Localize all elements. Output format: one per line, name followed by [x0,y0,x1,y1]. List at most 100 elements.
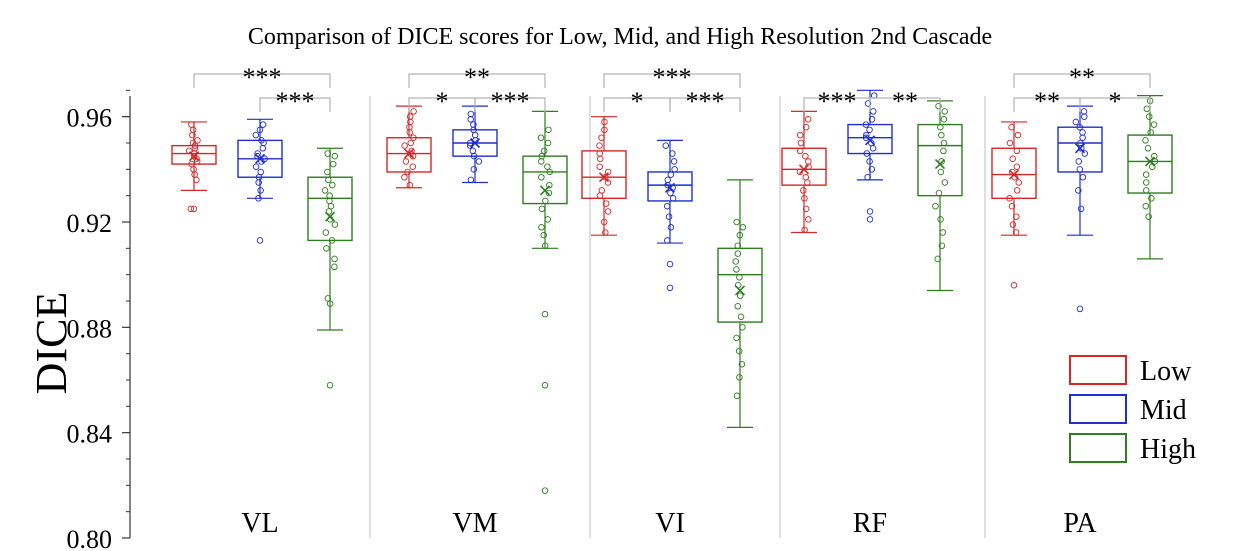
data-point [470,166,478,173]
category-label-pa: PA [1063,508,1097,539]
data-point [802,123,810,131]
data-point [1006,139,1014,147]
box-vm-high [522,110,568,494]
data-point [737,313,745,321]
data-point [401,173,408,181]
data-point [467,110,475,118]
significance-bracket-mid-high-label: *** [276,87,315,116]
data-point [331,152,339,160]
legend-label-low: Low [1140,356,1192,387]
legend-label-high: High [1140,434,1196,465]
significance-bracket-mid-high-label: * [1109,87,1122,116]
data-point [1076,123,1083,131]
data-point [1009,221,1017,228]
box-vl-mid [237,118,283,244]
data-point [604,208,612,215]
data-point [868,116,876,123]
data-point [406,113,414,120]
outlier-point [866,216,874,223]
data-point [1143,187,1150,194]
data-point [1080,108,1088,115]
data-point [796,131,804,139]
data-point [258,137,265,144]
data-point [538,158,545,165]
box-vi-high [717,179,763,428]
significance-bracket-mid-high [474,97,546,112]
data-point [252,131,260,139]
mean-marker [1008,169,1020,180]
data-point [402,158,410,165]
data-point [670,158,678,165]
data-point [252,163,260,170]
data-point [667,171,675,178]
data-point [194,137,201,144]
data-point [733,334,740,342]
data-point [538,173,545,181]
data-point [734,303,742,310]
box-iqr [1127,134,1173,194]
data-point [604,168,612,176]
box-iqr [581,150,627,199]
box-vl-low [171,121,217,213]
data-point [796,147,804,155]
data-point [663,202,671,210]
data-point [734,242,742,249]
data-point [869,108,877,115]
significance-bracket-low-high-label: *** [653,63,692,92]
data-point [941,108,948,115]
data-point [470,121,477,128]
data-point [596,150,603,157]
data-point [331,263,338,271]
box-vi-low [581,116,627,236]
box-iqr [522,155,568,205]
data-point [328,237,336,244]
data-point [802,152,809,160]
data-point [1008,123,1015,131]
data-point [863,150,871,157]
data-point [1147,129,1154,136]
data-point [191,171,198,178]
data-point [1006,195,1013,202]
data-point [800,187,807,194]
significance-bracket-low-high [603,73,741,88]
data-point [1142,171,1150,178]
data-point [326,192,333,199]
data-point [604,179,612,186]
box-rf-low [781,110,827,234]
data-point [935,102,942,110]
mean-marker [598,172,610,183]
data-point [409,163,417,170]
data-point [1150,121,1158,128]
data-point [1145,113,1153,120]
data-point [327,202,335,210]
category-label-vl: VL [241,508,278,539]
outlier-point [326,382,334,389]
significance-bracket-mid-high [259,97,331,112]
box-iqr [717,247,763,323]
data-point [801,195,808,202]
data-point [869,145,877,152]
chart-title: Comparison of DICE scores for Low, Mid, … [248,24,992,50]
mean-marker [254,153,266,164]
y-tick-label: 0.80 [67,525,113,551]
data-point [189,126,197,134]
data-point [545,189,553,197]
data-point [322,229,330,236]
data-point [259,121,267,128]
data-point [329,181,336,189]
data-point [940,116,948,123]
data-point [796,168,804,176]
data-point [1008,202,1016,210]
data-point [734,250,742,257]
data-point [188,160,195,168]
data-point [188,121,195,128]
significance-bracket-low-high [1013,73,1151,88]
data-point [407,118,414,126]
data-point [325,176,332,184]
mean-marker [539,185,551,196]
data-point [1075,187,1082,194]
data-point [321,187,329,194]
box-iqr [386,137,432,173]
data-point [546,168,553,176]
